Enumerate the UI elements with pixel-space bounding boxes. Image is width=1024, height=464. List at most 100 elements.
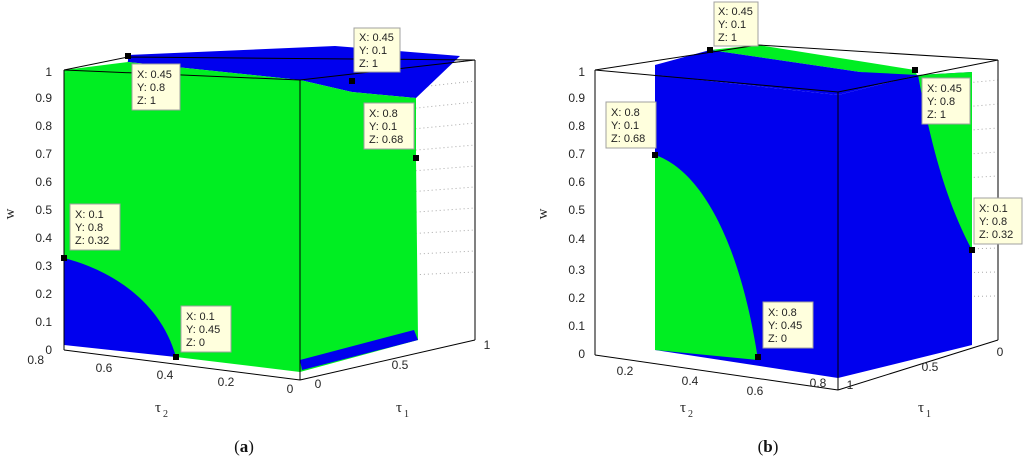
z-tick-05: 0.5 [35,203,52,217]
panel-b-tip-5: X: 0.8 Y: 0.45 Z: 0 [762,301,814,349]
svg-text:Y: 0.8: Y: 0.8 [927,96,955,108]
panel-b-markers [652,47,975,360]
panel-a-tip-2: X: 0.45 Y: 0.8 Z: 1 [131,63,181,111]
marker [349,78,355,84]
svg-text:(b): (b) [758,437,779,456]
y-tick-0: 0 [287,382,294,396]
svg-text:1: 1 [404,409,409,420]
z-tick-1: 1 [45,65,52,79]
panel-b-x-ticks: 1 0.5 0 [847,345,1004,392]
panel-b-blue-top [655,50,918,95]
panel-a-markers [61,53,419,360]
svg-text:Y: 0.45: Y: 0.45 [186,324,220,336]
svg-text:Z: 1: Z: 1 [927,109,946,121]
svg-text:Z: 0.68: Z: 0.68 [369,134,403,146]
x-tick-0: 0 [315,377,322,391]
marker [755,354,761,360]
z-tick-02: 0.2 [568,291,585,305]
z-tick-02: 0.2 [35,287,52,301]
panel-a-box [63,56,476,381]
panel-b-zlabel: w [535,208,551,219]
y-tick-06: 0.6 [96,361,113,375]
panel-b-green-top [710,45,918,78]
svg-text:τ: τ [918,400,924,416]
marker [707,47,713,53]
z-tick-01: 0.1 [568,319,585,333]
svg-text:2: 2 [163,409,168,420]
panel-a-green-right [300,92,418,372]
svg-text:X: 0.45: X: 0.45 [137,69,172,81]
svg-text:Y: 0.1: Y: 0.1 [611,120,639,132]
svg-text:Z: 0: Z: 0 [186,337,205,349]
svg-text:X: 0.45: X: 0.45 [718,6,753,18]
svg-text:(a): (a) [234,437,254,456]
panel-b-tip-2: X: 0.45 Y: 0.8 Z: 1 [921,77,971,125]
svg-text:Z: 0.32: Z: 0.32 [75,235,109,247]
z-tick-03: 0.3 [568,263,585,277]
svg-text:Y: 0.8: Y: 0.8 [979,216,1007,228]
panel-b-tip-3: X: 0.8 Y: 0.1 Z: 0.68 [605,101,657,149]
marker [125,53,131,59]
z-tick-03: 0.3 [35,259,52,273]
marker [652,152,658,158]
z-tick-06: 0.6 [568,175,585,189]
panel-a-tip-1: X: 0.45 Y: 0.1 Z: 1 [353,27,401,73]
panel-a-tip-3: X: 0.8 Y: 0.1 Z: 0.68 [363,102,415,150]
panel-b-tip-4: X: 0.1 Y: 0.8 Z: 0.32 [973,197,1023,245]
panel-b-ylabel: τ 2 [680,400,693,420]
z-tick-08: 0.8 [568,119,585,133]
panel-a-z-ticks: 0 0.1 0.2 0.3 0.4 0.5 0.6 0.7 0.8 0.9 1 [35,65,52,357]
x-tick-0: 0 [997,345,1004,359]
svg-text:X: 0.45: X: 0.45 [927,83,962,95]
x-tick-05: 0.5 [922,360,939,374]
y-tick-08: 0.8 [810,376,827,390]
y-tick-02: 0.2 [617,364,634,378]
panel-a-blue-right [300,330,418,370]
svg-text:X: 0.45: X: 0.45 [359,32,394,44]
panel-b-tip-1: X: 0.45 Y: 0.1 Z: 1 [713,1,759,47]
svg-text:1: 1 [926,409,931,420]
svg-text:X: 0.8: X: 0.8 [369,108,398,120]
svg-text:X: 0.8: X: 0.8 [768,307,797,319]
marker [173,354,179,360]
panel-a-y-ticks: 0.8 0.6 0.4 0.2 0 [27,353,293,396]
svg-text:2: 2 [688,409,693,420]
panel-b-z-ticks: 0 0.1 0.2 0.3 0.4 0.5 0.6 0.7 0.8 0.9 1 [568,65,585,361]
panel-a-tip-5: X: 0.1 Y: 0.45 Z: 0 [180,305,232,353]
z-tick-08: 0.8 [35,119,52,133]
marker [969,247,975,253]
x-tick-1: 1 [847,378,854,392]
panel-a-zlabel: w [2,208,18,219]
x-tick-1: 1 [484,338,491,352]
svg-text:Y: 0.8: Y: 0.8 [75,222,103,234]
z-tick-06: 0.6 [35,175,52,189]
z-tick-05: 0.5 [568,203,585,217]
panel-b-caption: (b) [758,437,779,456]
svg-text:τ: τ [155,400,161,416]
svg-text:Z: 0.32: Z: 0.32 [979,229,1013,241]
svg-text:X: 0.8: X: 0.8 [611,107,640,119]
svg-text:X: 0.1: X: 0.1 [979,203,1008,215]
svg-text:Y: 0.8: Y: 0.8 [137,82,165,94]
svg-text:Y: 0.1: Y: 0.1 [369,121,397,133]
panel-a: 0 0.1 0.2 0.3 0.4 0.5 0.6 0.7 0.8 0.9 1 … [2,27,491,456]
svg-text:τ: τ [680,400,686,416]
z-tick-04: 0.4 [35,231,52,245]
svg-text:Z: 1: Z: 1 [137,95,156,107]
y-tick-08: 0.8 [27,353,44,367]
z-tick-0: 0 [45,343,52,357]
x-tick-05: 0.5 [392,358,409,372]
z-tick-01: 0.1 [35,315,52,329]
svg-text:Z: 0.68: Z: 0.68 [611,133,645,145]
y-tick-04: 0.4 [682,374,699,388]
panel-a-blue-corner [64,258,176,357]
panel-b-xlabel: τ 1 [918,400,931,420]
z-tick-0: 0 [578,347,585,361]
panel-a-xlabel: τ 1 [396,400,409,420]
z-tick-04: 0.4 [568,232,585,246]
z-tick-1: 1 [578,65,585,79]
y-tick-06: 0.6 [747,384,764,398]
svg-text:Y: 0.45: Y: 0.45 [768,320,802,332]
panel-a-tip-4: X: 0.1 Y: 0.8 Z: 0.32 [69,203,121,251]
